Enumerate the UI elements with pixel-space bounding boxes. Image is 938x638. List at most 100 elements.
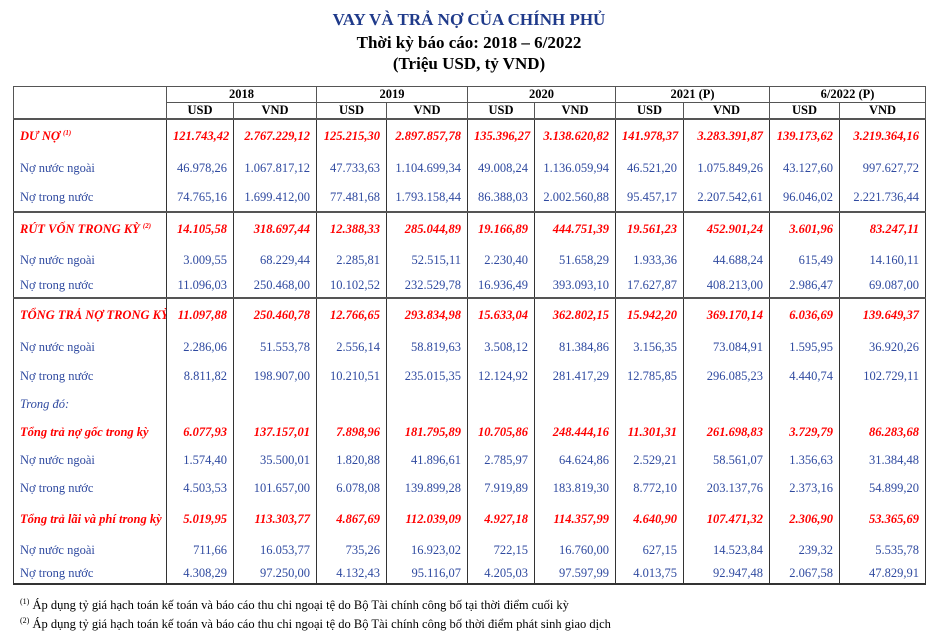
value-cell: 107.471,32 xyxy=(683,502,770,536)
value-cell: 198.907,00 xyxy=(233,362,317,390)
value-cell: 139.173,62 xyxy=(769,118,840,153)
value-cell: 4.440,74 xyxy=(769,362,840,390)
value-cell: 101.657,00 xyxy=(233,474,317,502)
value-cell: 2.556,14 xyxy=(316,332,387,362)
value-cell: 86.388,03 xyxy=(467,184,535,212)
row-label: Nợ trong nước xyxy=(13,474,167,502)
value-cell: 4.867,69 xyxy=(316,502,387,536)
table-row: Tổng trả lãi và phí trong kỳ 5.019,95 113.… xyxy=(13,502,926,536)
table-row: RÚT VỐN TRONG KỲ (2) 14.105,58 318.697,44 1… xyxy=(13,211,926,246)
value-cell: 2.373,16 xyxy=(769,474,840,502)
currency-header: USD xyxy=(615,102,684,120)
value-cell: 16.923,02 xyxy=(386,536,468,564)
row-label-text: DƯ NỢ xyxy=(20,129,60,144)
value-cell: 92.947,48 xyxy=(683,564,770,585)
value-cell: 12.124,92 xyxy=(467,362,535,390)
value-cell: 3.508,12 xyxy=(467,332,535,362)
value-cell: 58.561,07 xyxy=(683,446,770,474)
page-title: VAY VÀ TRẢ NỢ CỦA CHÍNH PHỦ xyxy=(332,10,606,29)
value-cell: 281.417,29 xyxy=(534,362,616,390)
value-cell: 15.633,04 xyxy=(467,297,535,332)
value-cell: 1.356,63 xyxy=(769,446,840,474)
value-cell: 181.795,89 xyxy=(386,418,468,446)
table-row: Nợ nước ngoài 711,66 16.053,77 735,26 16.923… xyxy=(13,536,926,564)
table-row: Nợ trong nước 11.096,03 250.468,00 10.102,5… xyxy=(13,274,926,298)
value-cell: 17.627,87 xyxy=(615,274,684,298)
currency-header: VND xyxy=(233,102,317,120)
value-cell: 997.627,72 xyxy=(839,153,926,184)
value-cell: 2.285,81 xyxy=(316,246,387,274)
row-label: Nợ nước ngoài xyxy=(13,536,167,564)
value-cell xyxy=(467,390,535,418)
value-cell: 35.500,01 xyxy=(233,446,317,474)
value-cell xyxy=(534,390,616,418)
value-cell: 97.250,00 xyxy=(233,564,317,585)
row-label: Trong đó: xyxy=(13,390,167,418)
value-cell: 6.077,93 xyxy=(166,418,234,446)
row-label-text: RÚT VỐN TRONG KỲ xyxy=(20,222,140,237)
row-label-text: Nợ trong nước xyxy=(20,278,94,292)
value-cell: 46.521,20 xyxy=(615,153,684,184)
value-cell: 81.384,86 xyxy=(534,332,616,362)
value-cell: 2.529,21 xyxy=(615,446,684,474)
value-cell: 14.523,84 xyxy=(683,536,770,564)
value-cell: 139.649,37 xyxy=(839,297,926,332)
year-header: 2018 xyxy=(166,86,317,103)
value-cell: 69.087,00 xyxy=(839,274,926,298)
value-cell: 362.802,15 xyxy=(534,297,616,332)
value-cell: 19.561,23 xyxy=(615,211,684,246)
value-cell: 2.785,97 xyxy=(467,446,535,474)
value-cell: 4.132,43 xyxy=(316,564,387,585)
currency-header: VND xyxy=(683,102,770,120)
currency-header: VND xyxy=(534,102,616,120)
currency-header: USD xyxy=(467,102,535,120)
label-header xyxy=(13,86,167,120)
value-cell: 77.481,68 xyxy=(316,184,387,212)
value-cell: 1.574,40 xyxy=(166,446,234,474)
value-cell: 2.221.736,44 xyxy=(839,184,926,212)
value-cell: 74.765,16 xyxy=(166,184,234,212)
row-label-text: Nợ trong nước xyxy=(20,566,94,580)
currency-header: USD xyxy=(769,102,840,120)
value-cell: 1.820,88 xyxy=(316,446,387,474)
value-cell: 285.044,89 xyxy=(386,211,468,246)
value-cell xyxy=(316,390,387,418)
value-cell: 1.067.817,12 xyxy=(233,153,317,184)
value-cell: 6.036,69 xyxy=(769,297,840,332)
value-cell: 95.116,07 xyxy=(386,564,468,585)
row-label: Tổng trả lãi và phí trong kỳ xyxy=(13,502,167,536)
value-cell: 31.384,48 xyxy=(839,446,926,474)
value-cell: 139.899,28 xyxy=(386,474,468,502)
value-cell: 393.093,10 xyxy=(534,274,616,298)
row-label-text: Nợ nước ngoài xyxy=(20,339,95,354)
value-cell: 51.658,29 xyxy=(534,246,616,274)
value-cell: 47.733,63 xyxy=(316,153,387,184)
value-cell: 14.105,58 xyxy=(166,211,234,246)
value-cell xyxy=(615,390,684,418)
footnote-text: Áp dụng tỷ giá hạch toán kế toán và báo … xyxy=(32,617,611,632)
value-cell: 95.457,17 xyxy=(615,184,684,212)
value-cell: 43.127,60 xyxy=(769,153,840,184)
row-label: DƯ NỢ (1) xyxy=(13,118,167,153)
value-cell: 14.160,11 xyxy=(839,246,926,274)
row-label: Nợ trong nước xyxy=(13,362,167,390)
value-cell: 96.046,02 xyxy=(769,184,840,212)
value-cell: 318.697,44 xyxy=(233,211,317,246)
value-cell: 112.039,09 xyxy=(386,502,468,536)
value-cell: 2.067,58 xyxy=(769,564,840,585)
value-cell: 11.097,88 xyxy=(166,297,234,332)
value-cell: 4.308,29 xyxy=(166,564,234,585)
value-cell: 627,15 xyxy=(615,536,684,564)
value-cell: 3.283.391,87 xyxy=(683,118,770,153)
value-cell: 2.897.857,78 xyxy=(386,118,468,153)
value-cell: 4.503,53 xyxy=(166,474,234,502)
value-cell: 141.978,37 xyxy=(615,118,684,153)
value-cell: 239,32 xyxy=(769,536,840,564)
value-cell: 248.444,16 xyxy=(534,418,616,446)
table-row: Nợ trong nước 8.811,82 198.907,00 10.210,51… xyxy=(13,362,926,390)
value-cell: 1.075.849,26 xyxy=(683,153,770,184)
year-header: 2021 (P) xyxy=(615,86,770,103)
value-cell: 8.811,82 xyxy=(166,362,234,390)
value-cell: 1.595,95 xyxy=(769,332,840,362)
footnote: (2) Áp dụng tỷ giá hạch toán kế toán và … xyxy=(20,616,611,632)
